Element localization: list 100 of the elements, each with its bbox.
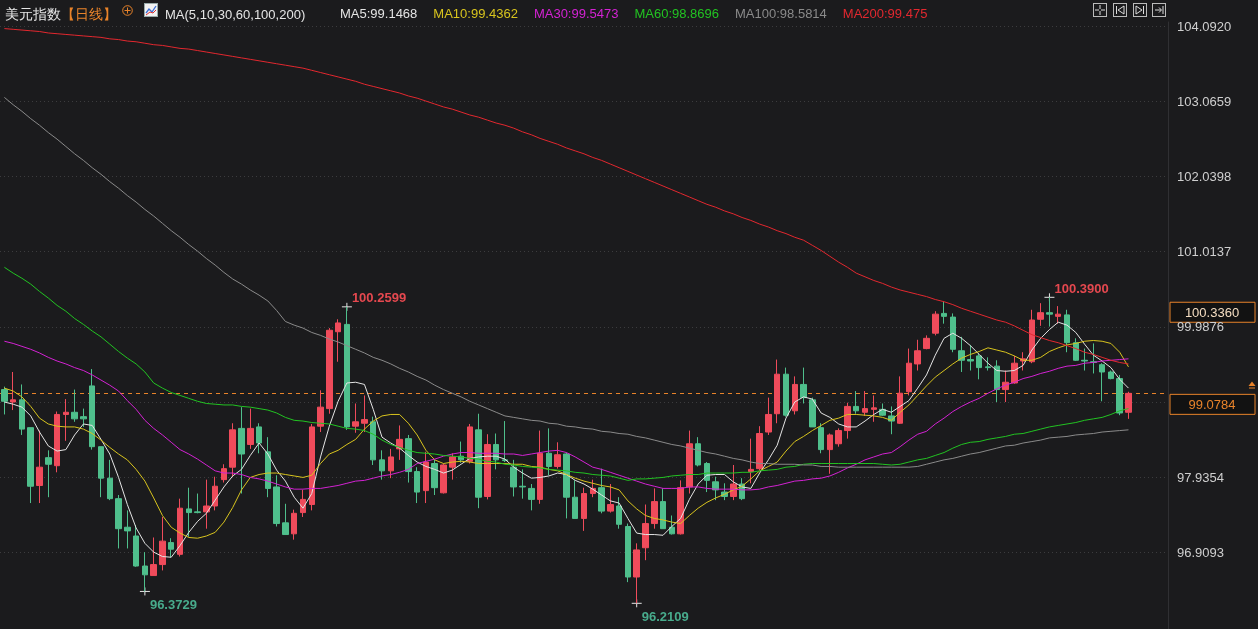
candlestick [774, 359, 780, 424]
candlestick [677, 479, 684, 536]
candlestick [537, 430, 543, 505]
candlestick [792, 375, 798, 415]
candlestick [686, 430, 693, 495]
candlestick [941, 300, 947, 325]
candlestick [168, 537, 174, 558]
candlestick [994, 359, 1000, 403]
candlestick [554, 441, 561, 470]
candlestick [423, 451, 429, 504]
candlestick [800, 367, 807, 404]
candlestick [502, 420, 508, 463]
candlestick [431, 459, 438, 496]
candlestick [1055, 305, 1061, 325]
candlestick [906, 348, 912, 396]
candlestick [932, 310, 939, 336]
candlestick [80, 408, 87, 428]
candlestick [317, 389, 324, 433]
candlestick [616, 496, 622, 530]
y-tick-label: 101.0137 [1177, 244, 1232, 260]
candlestick [1046, 296, 1053, 328]
chart-title: 美元指数【日线】 [5, 6, 117, 22]
candlestick [388, 448, 394, 479]
candlestick [98, 446, 104, 498]
candlestick [115, 494, 122, 549]
ref-line-label: 99.0784 [1188, 396, 1236, 412]
candlestick [467, 423, 473, 465]
text: MA10:99.4362 [433, 6, 518, 21]
candlestick [36, 430, 43, 504]
candlestick [563, 452, 570, 519]
candlestick [107, 459, 113, 501]
candlestick [475, 413, 482, 509]
candlestick [1037, 302, 1044, 327]
candlestick [976, 353, 982, 380]
candlestick [370, 416, 376, 466]
candlestick [238, 406, 245, 495]
candlestick [660, 487, 666, 530]
candlestick [914, 339, 921, 372]
candlestick [853, 390, 859, 415]
candlestick [1125, 391, 1132, 420]
line-series [3, 96, 1129, 468]
candlestick [1116, 374, 1123, 416]
candlestick [256, 422, 262, 454]
candlestick [273, 474, 280, 527]
annotation: 100.3900 [1054, 280, 1109, 296]
line-series [3, 340, 1129, 491]
chart-subtitle: MA(5,10,30,60,100,200) [165, 7, 306, 22]
candlestick [1108, 370, 1114, 380]
candlestick [186, 487, 192, 538]
candlestick [862, 390, 868, 417]
candlestick [765, 397, 772, 436]
candlestick [54, 411, 60, 473]
candlestick [835, 427, 842, 448]
line-series [3, 340, 1129, 539]
candlestick [923, 334, 930, 350]
annotation: 96.3729 [149, 596, 197, 612]
candlestick [326, 327, 333, 415]
text: MA5:99.1468 [340, 6, 418, 21]
candlestick [71, 389, 78, 423]
candlestick [282, 503, 289, 536]
candlestick [361, 394, 368, 433]
candlestick [484, 433, 491, 500]
candlestick [519, 468, 526, 500]
line-series [3, 266, 1129, 481]
candlestick [63, 398, 69, 442]
y-tick-label: 96.9093 [1177, 544, 1224, 560]
candlestick [414, 466, 420, 504]
candlestick [581, 487, 587, 532]
candlestick [379, 449, 385, 481]
candlestick [818, 422, 824, 454]
candlestick [291, 509, 297, 541]
candlestick [203, 479, 210, 530]
candlestick [45, 449, 52, 498]
candlestick [177, 498, 183, 558]
text: MA30:99.5473 [533, 6, 619, 21]
candlestick [510, 459, 517, 497]
candlestick [967, 344, 974, 372]
text: 100.3360 [1184, 304, 1240, 320]
candlestick [19, 383, 25, 436]
candlestick [1, 386, 8, 415]
annotation: 100.2599 [351, 290, 407, 306]
candlestick [159, 516, 166, 571]
candlestick [440, 463, 447, 495]
line-series [3, 321, 1129, 558]
candlestick [783, 367, 789, 418]
candlestick [27, 427, 34, 504]
candlestick [950, 312, 956, 353]
y-tick-label: 104.0920 [1177, 18, 1232, 34]
candlestick [625, 523, 631, 583]
candlestick [528, 483, 535, 511]
candlestick [809, 397, 816, 428]
line-series [3, 28, 1129, 365]
candlestick [309, 423, 315, 511]
candlestick [124, 509, 131, 549]
candlestick [335, 318, 341, 363]
y-tick-label: 103.0659 [1177, 93, 1232, 109]
annotation: 96.2109 [641, 608, 689, 624]
candlestick [871, 394, 877, 423]
candlestick [352, 402, 359, 434]
candlestick [10, 371, 16, 411]
